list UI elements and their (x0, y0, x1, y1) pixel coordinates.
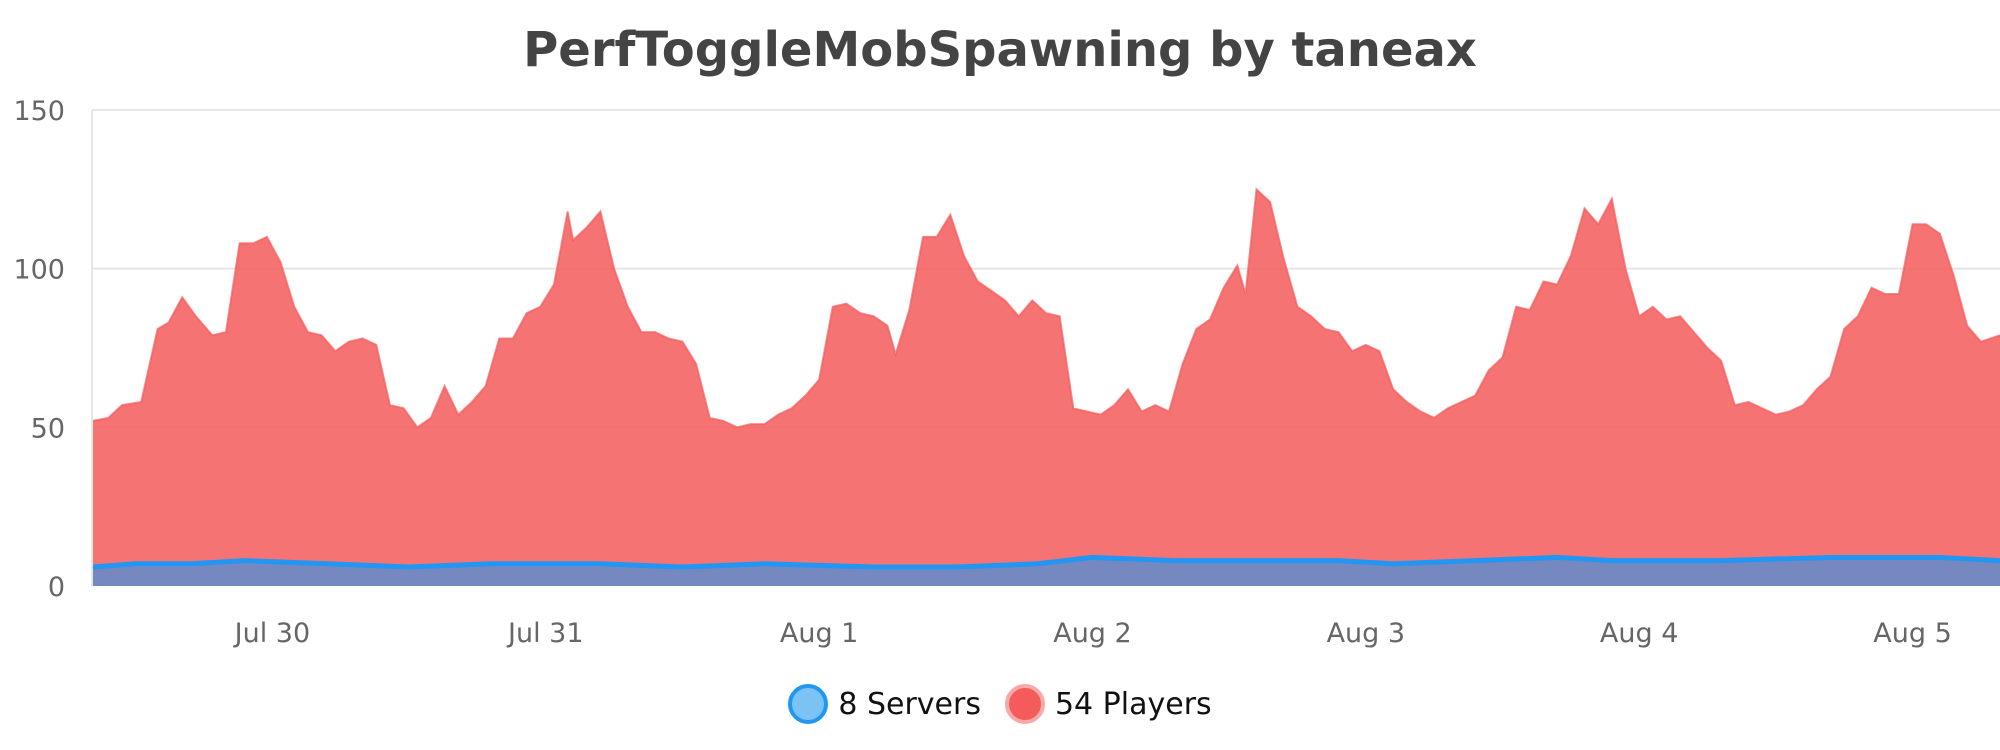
x-tick-label: Aug 4 (1600, 618, 1678, 649)
x-tick-label: Aug 2 (1053, 618, 1131, 649)
series-layer (91, 187, 2000, 587)
legend-item-players[interactable]: 54 Players (1004, 684, 1212, 724)
y-tick-label-0: 0 (48, 572, 65, 603)
chart-title: PerfToggleMobSpawning by taneax (523, 22, 1477, 78)
y-tick-label-50: 50 (31, 413, 65, 444)
y-tick-label-100: 100 (13, 255, 65, 286)
y-tick-label-150: 150 (13, 96, 65, 127)
series-line-0 (91, 554, 2000, 570)
legend-swatch-servers (788, 684, 829, 724)
legend-item-servers[interactable]: 8 Servers (788, 684, 981, 724)
series-area-1 (92, 189, 2000, 587)
legend: 8 Servers 54 Players (0, 684, 2000, 724)
legend-label-servers: 8 Servers (838, 686, 981, 722)
x-tick-label: Aug 3 (1327, 618, 1405, 649)
x-tick-label: Aug 1 (780, 618, 858, 649)
legend-swatch-players (1004, 684, 1045, 724)
legend-label-players: 54 Players (1054, 686, 1212, 722)
x-tick-label: Jul 30 (233, 618, 311, 649)
x-tick-label: Jul 31 (506, 618, 584, 649)
series-line-1 (91, 187, 2000, 429)
x-tick-label: Aug 5 (1873, 618, 1951, 649)
axis-layer: 0 50 100 150 Jul 30 Jul 31 Aug 1 Aug 2 Aug 3 Aug … (13, 96, 1951, 649)
